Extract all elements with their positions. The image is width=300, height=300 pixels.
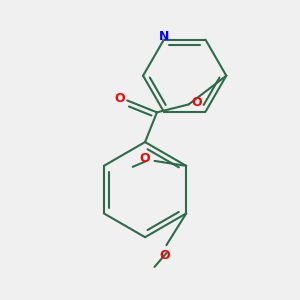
Text: O: O: [139, 152, 150, 165]
Text: O: O: [191, 96, 202, 109]
Text: O: O: [159, 248, 170, 262]
Text: N: N: [159, 30, 169, 43]
Text: O: O: [114, 92, 124, 105]
